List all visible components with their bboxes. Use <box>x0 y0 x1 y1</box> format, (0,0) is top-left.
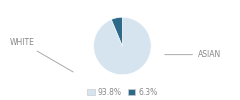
Legend: 93.8%, 6.3%: 93.8%, 6.3% <box>84 85 161 100</box>
Text: ASIAN: ASIAN <box>165 50 221 59</box>
Wedge shape <box>94 17 151 75</box>
Wedge shape <box>111 17 122 46</box>
Text: WHITE: WHITE <box>10 38 73 72</box>
